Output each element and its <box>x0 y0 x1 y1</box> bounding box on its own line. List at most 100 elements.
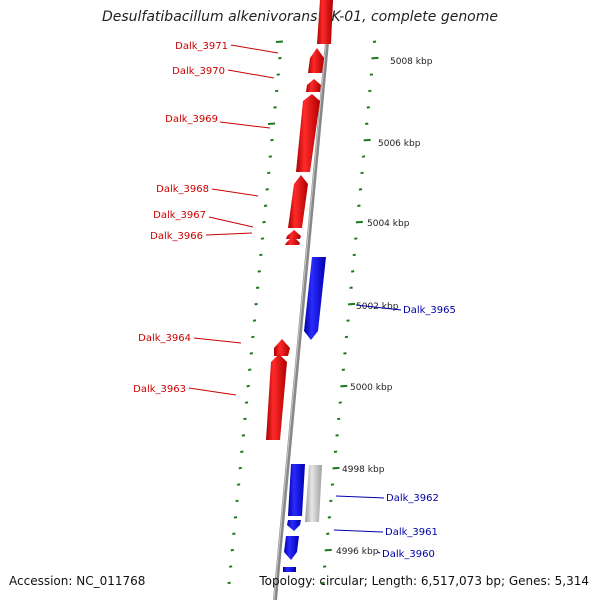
tick-dot <box>337 417 341 421</box>
tick-dot <box>340 384 348 388</box>
gene-feature-dalk-3970[interactable] <box>308 48 324 73</box>
gene-feature-dalk-3964[interactable] <box>274 339 290 356</box>
gene-label[interactable]: Dalk_3970 <box>172 66 225 77</box>
tick-dot <box>229 565 233 568</box>
tick-dot <box>357 204 361 207</box>
scale-label: 5004 kbp <box>367 219 410 229</box>
tick-dot <box>252 319 257 322</box>
label-leader-line <box>333 529 384 533</box>
gene-feature-dalk-3963[interactable] <box>266 354 287 440</box>
gene-label[interactable]: Dalk_3968 <box>156 184 209 195</box>
tick-dot <box>329 499 333 503</box>
tick-dot <box>268 155 273 158</box>
tick-dot <box>267 122 276 125</box>
gene-feature-dalk-3965[interactable] <box>304 257 326 340</box>
scale-label: 4998 kbp <box>342 465 385 475</box>
gene-label[interactable]: Dalk_3963 <box>133 384 186 395</box>
tick-dot <box>321 581 325 585</box>
tick-dot <box>358 188 363 191</box>
genome-backbone-highlight <box>273 0 331 600</box>
tick-dot <box>278 56 282 60</box>
genome-summary-text: Topology: circular; Length: 6,517,073 bp… <box>259 574 589 588</box>
gene-feature-dalk-3969-head[interactable] <box>306 79 321 92</box>
tick-dot <box>254 302 258 306</box>
gene-label[interactable]: Dalk_3969 <box>165 114 218 125</box>
tick-dot <box>275 89 279 93</box>
tick-dot <box>267 171 271 175</box>
tick-dot <box>263 204 268 207</box>
label-leader-line <box>335 495 385 499</box>
gene-label[interactable]: Dalk_3960 <box>382 549 435 560</box>
tick-dot <box>332 466 340 470</box>
gene-label[interactable]: Dalk_3962 <box>386 493 439 504</box>
label-leader-line <box>211 188 259 197</box>
genome-backbone <box>273 0 333 600</box>
tick-dot <box>366 106 370 109</box>
tick-dot <box>255 286 260 289</box>
gene-label[interactable]: Dalk_3965 <box>403 305 456 316</box>
tick-dot <box>241 434 246 437</box>
tick-dot <box>372 40 377 43</box>
label-leader-line <box>230 44 279 54</box>
tick-dot <box>273 106 277 109</box>
tick-dot <box>360 171 364 175</box>
tick-dot <box>235 499 239 503</box>
tick-dot <box>344 335 349 339</box>
tick-dot <box>322 565 327 568</box>
label-leader-line <box>205 232 253 236</box>
gene-feature-dalk-3967[interactable] <box>286 230 301 239</box>
tick-dot <box>354 237 358 240</box>
tick-dot <box>343 352 347 355</box>
tick-dot <box>327 516 331 519</box>
gene-label[interactable]: Dalk_3971 <box>175 41 228 52</box>
gene-label[interactable]: Dalk_3967 <box>153 210 206 221</box>
tick-dot <box>243 417 247 421</box>
tick-dot <box>369 73 374 76</box>
tick-marks <box>227 40 379 585</box>
tick-dot <box>260 237 265 240</box>
map-title: Desulfatibacillum alkenivorans AK-01, co… <box>101 9 499 25</box>
tick-dot <box>240 450 244 453</box>
tick-dot <box>236 483 241 486</box>
tick-dot <box>233 516 238 519</box>
tick-dot <box>365 122 369 125</box>
gene-label[interactable]: Dalk_3966 <box>150 231 203 242</box>
minus-strand-features <box>266 0 333 440</box>
tick-dot <box>341 368 346 371</box>
gene-feature-partial[interactable] <box>283 567 296 572</box>
gene-label[interactable]: Dalk_3964 <box>138 333 191 344</box>
label-leader-line <box>188 387 237 396</box>
gene-feature-dalk-3960[interactable] <box>284 536 299 560</box>
label-leader-line <box>227 69 275 79</box>
tick-dot <box>238 466 242 470</box>
scale-label: 4996 kbp <box>336 547 379 557</box>
label-leader-line <box>208 216 254 228</box>
gene-label[interactable]: Dalk_3961 <box>385 527 438 538</box>
tick-dot <box>251 335 255 339</box>
tick-dot <box>257 270 261 273</box>
tick-dot <box>368 89 372 93</box>
tick-dot <box>324 548 332 552</box>
tick-dot <box>346 319 350 322</box>
tick-dot <box>262 220 266 224</box>
misc-feature-gray[interactable] <box>305 465 322 522</box>
tick-dot <box>371 56 379 60</box>
gene-feature-dalk-3962[interactable] <box>288 464 305 516</box>
tick-dot <box>361 155 366 158</box>
gene-feature-dalk-3961[interactable] <box>287 520 301 531</box>
tick-dot <box>249 352 253 355</box>
gene-feature-dalk-3969[interactable] <box>296 94 320 172</box>
gene-labels: Dalk_3971 Dalk_3970 Dalk_3969 Dalk_3968 Dalk… <box>133 41 456 560</box>
tick-dot <box>349 286 353 289</box>
scale-label: 5008 kbp <box>390 57 433 67</box>
tick-dot <box>270 138 274 142</box>
tick-dot <box>352 253 356 257</box>
gene-feature-dalk-3968[interactable] <box>288 175 308 228</box>
gene-feature-dalk-3971[interactable] <box>317 0 333 44</box>
tick-dot <box>248 368 252 371</box>
tick-dot <box>227 581 231 585</box>
tick-dot <box>351 270 355 273</box>
gene-feature-dalk-3966[interactable] <box>285 236 300 245</box>
